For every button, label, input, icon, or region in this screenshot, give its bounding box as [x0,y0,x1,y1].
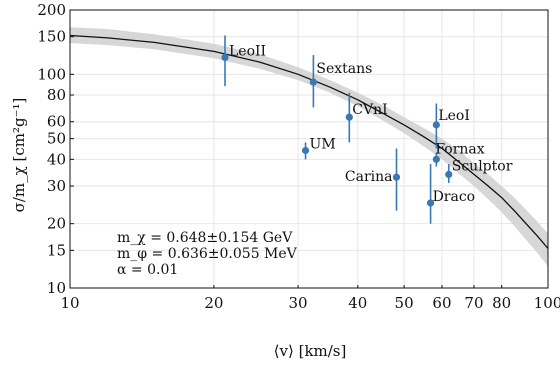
point-label-sextans: Sextans [316,61,372,77]
x-tick-label: 20 [204,294,223,312]
y-tick-label: 200 [37,1,66,19]
y-tick-label: 10 [47,279,66,297]
data-point-leoi [432,121,440,129]
data-point-leoii [221,53,229,62]
annotation-alpha: α = 0.01 [117,262,178,278]
fit-curve [69,34,549,249]
point-labels: LeoII Sextans CVnI UM LeoI Fornax Carina Sculpt… [229,43,513,205]
point-label-fornax: Fornax [435,141,484,157]
data-point-carina [392,173,401,181]
y-tick-label: 100 [37,65,66,83]
y-tick-label: 150 [37,28,66,46]
y-tick-label: 80 [47,86,66,104]
y-tick-label: 15 [47,241,66,259]
point-label-carina: Carina [345,169,393,185]
data-point-draco [426,199,435,207]
x-tick-label: 80 [492,294,511,312]
y-axis-label: σ/m_χ [cm²g⁻¹] [10,98,28,213]
y-tick-label: 20 [47,215,66,233]
y-tick-label: 60 [47,113,66,131]
confidence-band [70,27,548,267]
point-label-leoii: LeoII [229,43,266,59]
y-tick-label: 40 [47,150,66,168]
data-points [221,53,453,207]
point-label-um: UM [310,137,336,153]
x-axis-label: ⟨v⟩ [km/s] [274,342,347,360]
data-point-cvni [345,113,353,121]
point-label-leoi: LeoI [438,108,470,124]
data-point-um [301,146,310,155]
x-tick-label: 50 [395,294,414,312]
confidence-band-area [70,27,548,267]
data-point-sculptor [445,170,453,179]
point-label-draco: Draco [433,189,476,205]
annotation-m-chi: m_χ = 0.648±0.154 GeV [117,230,293,246]
x-tick-label: 70 [464,294,483,312]
x-tick-label: 100 [534,294,560,312]
plot-frame [69,9,549,289]
point-label-cvni: CVnI [352,102,387,118]
data-point-fornax [432,155,440,163]
y-tick-label: 30 [47,177,66,195]
x-tick-label: 40 [348,294,367,312]
fit-curve-line [69,34,549,249]
x-tick-label: 10 [60,294,79,312]
point-label-sculptor: Sculptor [452,158,513,174]
axes-frame [69,9,549,289]
data-point-sextans [309,78,317,86]
annotation-m-phi: m_φ = 0.636±0.055 MeV [117,246,298,262]
x-tick-label: 30 [289,294,308,312]
fit-parameters: m_χ = 0.648±0.154 GeV m_φ = 0.636±0.055 … [117,230,298,278]
y-tick-label: 50 [47,130,66,148]
x-tick-label: 60 [432,294,451,312]
x-tick-labels: 10 100 20 30 40 50 60 70 80 [60,294,560,312]
